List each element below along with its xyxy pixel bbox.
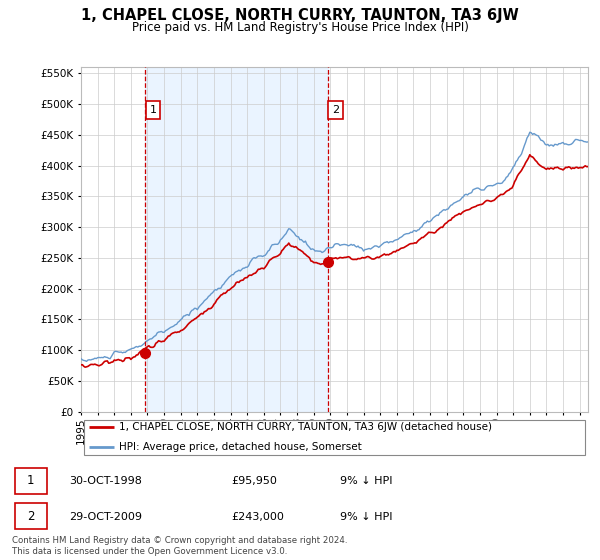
Text: HPI: Average price, detached house, Somerset: HPI: Average price, detached house, Some… — [119, 442, 362, 452]
Text: Price paid vs. HM Land Registry's House Price Index (HPI): Price paid vs. HM Land Registry's House … — [131, 21, 469, 34]
Text: 1, CHAPEL CLOSE, NORTH CURRY, TAUNTON, TA3 6JW (detached house): 1, CHAPEL CLOSE, NORTH CURRY, TAUNTON, T… — [119, 422, 492, 432]
Text: £95,950: £95,950 — [231, 476, 277, 486]
Text: 1: 1 — [149, 105, 157, 115]
Text: 1, CHAPEL CLOSE, NORTH CURRY, TAUNTON, TA3 6JW: 1, CHAPEL CLOSE, NORTH CURRY, TAUNTON, T… — [81, 8, 519, 24]
Text: 29-OCT-2009: 29-OCT-2009 — [70, 512, 143, 521]
Bar — [145, 67, 328, 412]
Text: 1: 1 — [26, 474, 34, 487]
Text: 9% ↓ HPI: 9% ↓ HPI — [340, 476, 393, 486]
Text: 9% ↓ HPI: 9% ↓ HPI — [340, 512, 393, 521]
FancyBboxPatch shape — [83, 420, 586, 455]
Text: 2: 2 — [26, 510, 34, 523]
FancyBboxPatch shape — [15, 503, 47, 529]
Text: 2: 2 — [332, 105, 340, 115]
Text: Contains HM Land Registry data © Crown copyright and database right 2024.
This d: Contains HM Land Registry data © Crown c… — [12, 536, 347, 556]
Text: £243,000: £243,000 — [231, 512, 284, 521]
FancyBboxPatch shape — [15, 468, 47, 493]
Text: 30-OCT-1998: 30-OCT-1998 — [70, 476, 142, 486]
